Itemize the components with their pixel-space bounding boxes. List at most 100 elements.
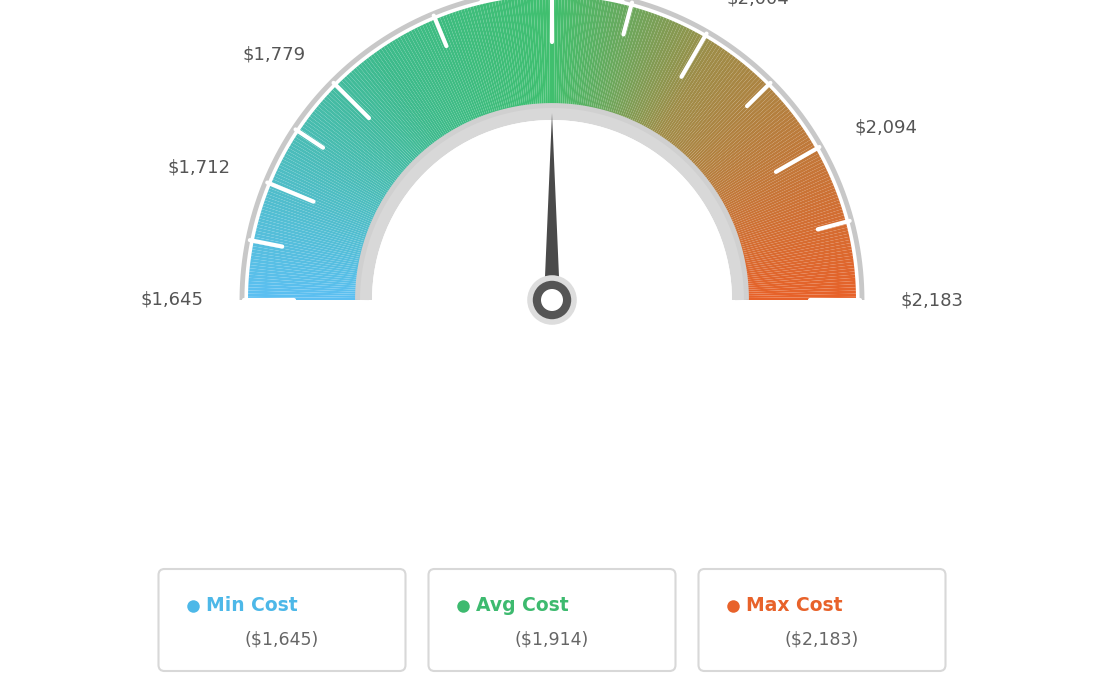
Text: $2,004: $2,004: [726, 0, 789, 8]
Wedge shape: [279, 162, 386, 217]
Wedge shape: [730, 209, 843, 246]
Wedge shape: [575, 0, 593, 116]
Wedge shape: [737, 287, 856, 294]
Wedge shape: [735, 246, 852, 269]
Wedge shape: [278, 165, 385, 219]
Wedge shape: [477, 5, 508, 120]
Wedge shape: [320, 101, 411, 180]
Wedge shape: [272, 179, 381, 228]
FancyBboxPatch shape: [699, 569, 945, 671]
Wedge shape: [508, 0, 527, 116]
Wedge shape: [344, 76, 426, 164]
Wedge shape: [479, 4, 510, 119]
Wedge shape: [252, 253, 369, 273]
Wedge shape: [624, 20, 672, 129]
Wedge shape: [296, 135, 396, 200]
Wedge shape: [613, 13, 655, 125]
Wedge shape: [520, 0, 534, 115]
Wedge shape: [665, 58, 739, 153]
Text: Min Cost: Min Cost: [206, 596, 298, 615]
Wedge shape: [290, 143, 393, 206]
Wedge shape: [408, 30, 466, 136]
Wedge shape: [294, 137, 395, 202]
Wedge shape: [677, 74, 757, 163]
Wedge shape: [248, 281, 367, 290]
Wedge shape: [683, 85, 769, 170]
Wedge shape: [262, 206, 375, 244]
Wedge shape: [702, 121, 799, 193]
Wedge shape: [300, 126, 400, 195]
Wedge shape: [731, 218, 846, 252]
Wedge shape: [254, 237, 370, 264]
Wedge shape: [326, 95, 415, 175]
Wedge shape: [587, 1, 612, 118]
Wedge shape: [255, 230, 371, 259]
Wedge shape: [698, 111, 793, 186]
Wedge shape: [708, 135, 808, 200]
Wedge shape: [712, 146, 815, 207]
Wedge shape: [349, 72, 429, 161]
Wedge shape: [725, 188, 836, 233]
Wedge shape: [570, 0, 584, 115]
Wedge shape: [276, 170, 384, 223]
Wedge shape: [259, 215, 373, 250]
Wedge shape: [332, 88, 420, 171]
Wedge shape: [724, 185, 835, 232]
Wedge shape: [269, 185, 380, 232]
Wedge shape: [565, 0, 577, 115]
Text: ($1,914): ($1,914): [514, 631, 590, 649]
Wedge shape: [657, 48, 725, 147]
Wedge shape: [732, 224, 847, 255]
Wedge shape: [505, 0, 524, 117]
Wedge shape: [371, 54, 443, 150]
Wedge shape: [361, 109, 743, 300]
Wedge shape: [713, 148, 817, 208]
Wedge shape: [606, 9, 643, 123]
Wedge shape: [720, 168, 827, 221]
Wedge shape: [704, 126, 804, 195]
Wedge shape: [361, 62, 436, 155]
Wedge shape: [640, 32, 699, 137]
Wedge shape: [736, 255, 853, 275]
Wedge shape: [735, 253, 852, 273]
FancyBboxPatch shape: [159, 569, 405, 671]
Wedge shape: [638, 30, 696, 136]
Wedge shape: [417, 26, 471, 133]
Wedge shape: [248, 290, 367, 296]
Wedge shape: [719, 165, 826, 219]
Wedge shape: [623, 19, 670, 128]
Wedge shape: [428, 21, 478, 130]
Wedge shape: [633, 26, 687, 133]
Wedge shape: [734, 240, 850, 265]
Wedge shape: [577, 0, 596, 116]
Wedge shape: [248, 287, 367, 294]
Wedge shape: [721, 173, 830, 224]
Wedge shape: [482, 3, 511, 119]
Wedge shape: [308, 116, 404, 189]
Wedge shape: [726, 194, 838, 237]
Wedge shape: [709, 137, 810, 202]
Wedge shape: [736, 265, 854, 281]
Wedge shape: [591, 3, 618, 119]
Wedge shape: [720, 170, 828, 223]
Wedge shape: [737, 281, 856, 290]
Wedge shape: [734, 237, 850, 264]
Wedge shape: [711, 143, 814, 206]
Wedge shape: [420, 25, 473, 132]
Wedge shape: [684, 88, 772, 171]
Wedge shape: [539, 0, 546, 114]
Wedge shape: [728, 200, 840, 241]
Text: $1,712: $1,712: [168, 158, 231, 177]
Wedge shape: [530, 0, 540, 115]
Wedge shape: [328, 92, 416, 174]
Wedge shape: [363, 60, 438, 155]
Wedge shape: [690, 97, 781, 177]
Wedge shape: [631, 25, 684, 132]
Wedge shape: [316, 106, 408, 183]
Wedge shape: [250, 268, 367, 282]
Wedge shape: [486, 3, 513, 119]
Wedge shape: [733, 228, 848, 257]
Wedge shape: [299, 129, 399, 197]
Wedge shape: [330, 90, 417, 172]
Wedge shape: [694, 104, 786, 181]
